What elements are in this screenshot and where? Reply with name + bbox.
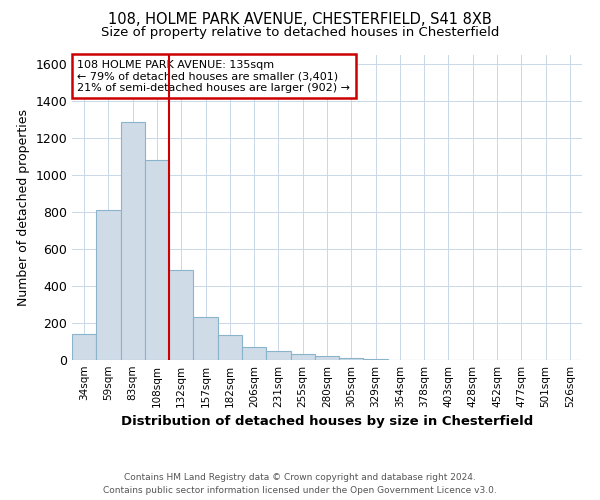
Bar xyxy=(218,336,242,360)
Bar xyxy=(169,270,193,360)
Bar xyxy=(121,122,145,360)
Bar xyxy=(145,160,169,360)
Text: 108 HOLME PARK AVENUE: 135sqm
← 79% of detached houses are smaller (3,401)
21% o: 108 HOLME PARK AVENUE: 135sqm ← 79% of d… xyxy=(77,60,350,93)
Text: Size of property relative to detached houses in Chesterfield: Size of property relative to detached ho… xyxy=(101,26,499,39)
Bar xyxy=(193,317,218,360)
Text: Contains HM Land Registry data © Crown copyright and database right 2024.
Contai: Contains HM Land Registry data © Crown c… xyxy=(103,473,497,495)
Bar xyxy=(266,351,290,360)
Text: 108, HOLME PARK AVENUE, CHESTERFIELD, S41 8XB: 108, HOLME PARK AVENUE, CHESTERFIELD, S4… xyxy=(108,12,492,28)
Bar xyxy=(315,356,339,360)
Bar xyxy=(364,358,388,360)
Bar xyxy=(242,347,266,360)
Bar xyxy=(339,358,364,360)
Bar xyxy=(96,210,121,360)
Bar xyxy=(290,354,315,360)
Y-axis label: Number of detached properties: Number of detached properties xyxy=(17,109,30,306)
X-axis label: Distribution of detached houses by size in Chesterfield: Distribution of detached houses by size … xyxy=(121,416,533,428)
Bar xyxy=(72,334,96,360)
